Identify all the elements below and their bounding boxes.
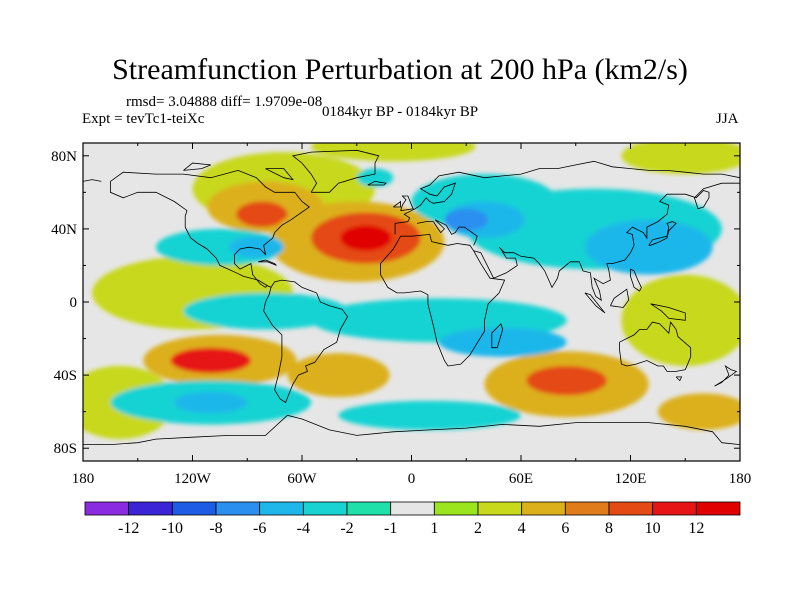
colorbar-swatch-7 [390,501,435,516]
colorbar-label-13: 12 [688,520,704,537]
season-label: JJA [716,111,739,127]
lat-label-2: 0 [70,295,78,311]
coastline-14 [648,221,677,246]
field-region-neg-29 [584,219,713,275]
lon-label-2: 60W [287,471,317,487]
colorbar-swatch-12 [608,501,654,516]
colorbar-swatch-1 [128,501,173,516]
field-region-pos-14 [526,365,607,396]
lon-label-6: 180 [729,471,752,487]
colorbar-swatch-13 [652,501,697,516]
colorbar-label-8: 2 [474,520,482,537]
colorbar-swatch-5 [302,501,348,516]
colorbar-label-10: 6 [561,520,569,537]
field-region-neg-19 [183,292,348,330]
lon-label-4: 60E [509,471,533,487]
coastline-1 [263,279,349,404]
rmsd-diff-label: rmsd= 3.04888 diff= 1.9709e-08 [126,94,323,110]
longitude-axis: 180 120W 60W 0 60E 120E 180 [72,143,752,487]
colorbar-label-11: 8 [605,520,613,537]
coastline-12 [367,180,387,186]
field-region-neg-30 [356,168,394,187]
coastline-17 [610,288,630,308]
lat-label-0: 80N [51,149,77,165]
colorbar-label-6: -1 [384,520,397,537]
coastline-24 [675,376,683,382]
colorbar-swatch-10 [521,501,566,516]
contour-fill-layer [83,143,740,440]
coastline-20 [714,364,738,387]
field-region-pos-15 [621,274,740,366]
colorbar-swatch-6 [346,501,392,516]
colorbar-swatch-9 [477,501,523,516]
colorbar-label-1: -10 [162,520,183,537]
coastline-16 [584,292,606,314]
experiment-label: Expt = tevTc1-teiXc [82,111,205,127]
plot-title: Streamfunction Perturbation at 200 hPa (… [112,53,688,86]
colorbar-label-9: 4 [518,520,526,537]
field-region-pos-12 [621,143,740,175]
coastline-11 [393,200,401,208]
colorbar-label-5: -2 [340,520,353,537]
plot-area [83,143,740,461]
lon-label-3: 0 [408,471,416,487]
coastline-2 [380,233,506,367]
coastline-3 [394,160,740,235]
coastline-4 [83,179,102,182]
colorbar-swatch-14 [695,501,741,516]
colorbar-swatch-8 [433,501,479,516]
colorbar-swatch-2 [171,501,217,516]
coastline-5 [416,219,478,246]
colorbar-label-12: 10 [645,520,661,537]
lat-label-4: 80S [54,441,77,457]
coastline-13 [291,149,380,193]
latitude-axis: 80N 40N 0 40S 80S [51,149,740,457]
colorbar-label-0: -12 [118,520,139,537]
coastline-0 [110,169,310,288]
field-region-pos-10 [340,225,392,251]
colorbar-label-4: -4 [297,520,310,537]
lon-label-1: 120W [174,471,212,487]
coastline-6 [473,182,740,302]
colorbar-swatch-3 [215,501,261,516]
coastline-18 [650,303,686,321]
lon-label-0: 180 [72,471,95,487]
field-region-neg-21 [438,327,567,357]
colorbar-label-2: -8 [209,520,222,537]
coastline-10 [400,195,414,211]
coastline-9 [83,415,288,445]
colorbar: -12 -10 -8 -6 -4 -2 -1 1 2 4 6 8 10 12 [84,501,741,537]
coastline-19 [630,268,642,292]
coastline-23 [258,259,277,266]
coastline-15 [491,323,504,349]
lat-label-3: 40S [54,368,77,384]
coastline-21 [265,168,294,181]
period-label: 0184kyr BP - 0184kyr BP [322,104,479,120]
coastline-7 [619,321,692,372]
colorbar-swatch-0 [84,501,130,516]
coastline-layer [83,149,740,445]
field-region-neg-28 [444,208,489,231]
lat-label-1: 40N [51,222,77,238]
colorbar-swatch-11 [564,501,610,516]
field-region-pos-7 [236,201,288,228]
field-region-pos-4 [287,353,390,398]
lon-label-5: 120E [615,471,647,487]
colorbar-swatch-4 [259,501,304,516]
field-region-pos-11 [311,143,476,162]
colorbar-label-3: -6 [253,520,266,537]
coastline-8 [287,414,740,445]
field-region-pos-16 [657,393,740,430]
coastline-22 [183,162,211,171]
field-region-neg-24 [338,400,521,430]
field-region-neg-23 [174,391,248,414]
colorbar-label-7: 1 [430,520,438,537]
field-region-pos-2 [170,347,251,374]
field-region-neg-18 [229,236,284,259]
